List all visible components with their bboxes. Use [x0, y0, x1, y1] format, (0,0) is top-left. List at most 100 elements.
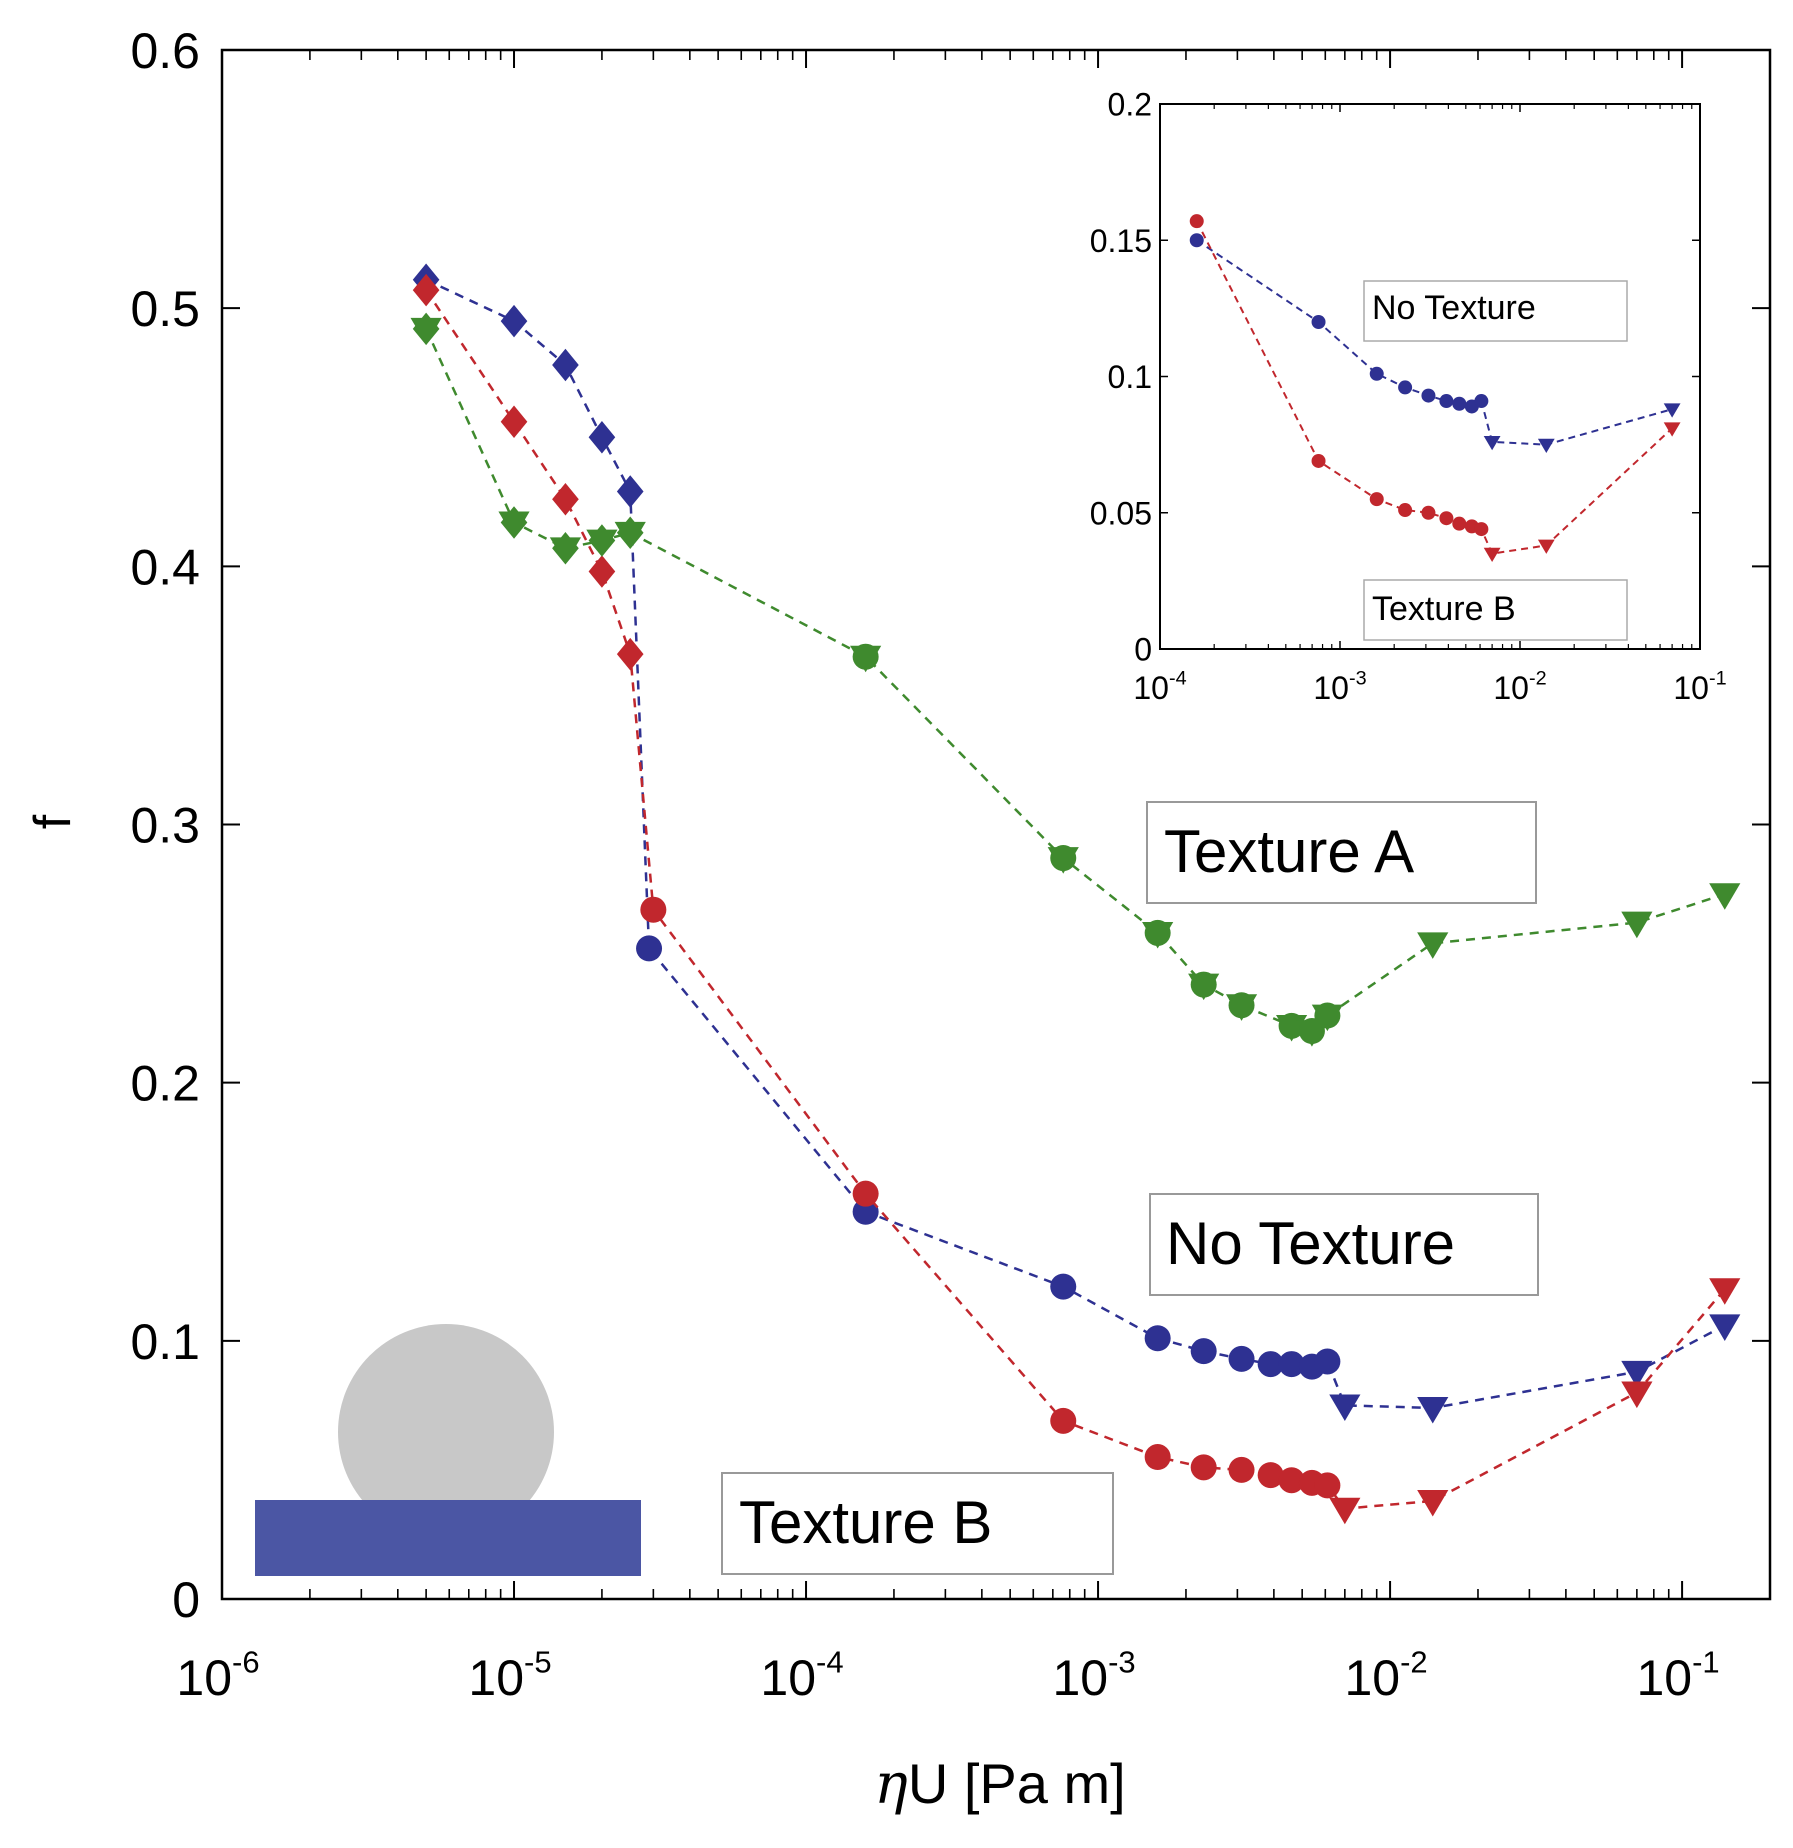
data-point-texture-b-triangle: [1537, 539, 1555, 554]
data-point-texture-b-circle: [640, 896, 667, 923]
substrate-icon: [255, 1500, 641, 1576]
data-point-texture-b-circle: [1398, 503, 1413, 518]
data-point-no-texture-circle: [1439, 394, 1454, 409]
data-point-texture-b-circle: [1314, 1472, 1341, 1499]
data-point-texture-b-triangle: [1483, 547, 1501, 563]
inset-annotation-texture-b-text: Texture B: [1372, 590, 1516, 628]
data-point-texture-a-triangle: [1417, 932, 1449, 959]
inset-series: [1189, 214, 1681, 563]
y-tick-label: 0.1: [1108, 359, 1152, 395]
data-point-texture-b-diamond: [412, 273, 440, 307]
x-tick-label: 10-1: [1673, 668, 1726, 706]
data-point-no-texture-diamond: [552, 348, 579, 382]
data-point-texture-b-triangle: [1417, 1489, 1449, 1517]
data-point-no-texture-triangle: [1329, 1394, 1361, 1421]
data-point-texture-a-triangle: [1709, 883, 1741, 910]
data-point-no-texture-triangle: [1709, 1314, 1741, 1341]
data-point-no-texture-diamond: [616, 475, 644, 508]
data-point-texture-b-diamond: [616, 637, 644, 671]
x-tick-label: 10-4: [760, 1645, 843, 1707]
data-point-texture-b-circle: [1050, 1407, 1077, 1434]
data-point-texture-b-circle: [1311, 453, 1326, 468]
data-point-no-texture-circle: [1050, 1273, 1077, 1300]
x-axis-title: ηU [Pa m]: [874, 1752, 1125, 1817]
data-point-texture-b-circle: [1369, 492, 1384, 507]
y-tick-label: 0.15: [1090, 223, 1152, 259]
data-point-no-texture-circle: [1189, 233, 1204, 248]
data-point-no-texture-circle: [636, 935, 663, 962]
series-texture-b: [412, 273, 1741, 1525]
data-point-texture-b-circle: [1452, 516, 1467, 531]
main-plot: 0 0.1 0.2 0.3 0.4 0.5 0.6 10-6 10-5 10-4 10-3 10-2 1…: [24, 23, 1772, 1817]
data-point-no-texture-triangle: [1537, 438, 1555, 454]
y-tick-label: 0.6: [130, 23, 200, 79]
data-point-texture-b-circle: [1257, 1462, 1284, 1489]
y-tick-label: 0.4: [130, 539, 200, 595]
data-point-texture-b-diamond: [588, 555, 616, 588]
data-point-texture-a-diamond: [616, 516, 644, 550]
data-point-texture-b-circle: [1189, 214, 1204, 229]
series-texture-b: [1189, 214, 1681, 563]
data-point-texture-b-circle: [1474, 522, 1489, 537]
annotation-no-texture: No Texture: [1149, 1193, 1539, 1296]
x-tick-label: 10-3: [1313, 668, 1366, 706]
data-point-no-texture-triangle: [1417, 1397, 1449, 1424]
y-tick-label: 0.5: [130, 281, 200, 337]
data-point-texture-a-circle: [1190, 971, 1217, 998]
data-point-texture-a-circle: [1278, 1012, 1305, 1039]
data-point-no-texture-circle: [1398, 380, 1413, 395]
data-point-texture-a-circle: [852, 643, 879, 670]
inset-tick-labels: 0 0.05 0.1 0.15 0.2 10-4 10-3 10-2 10-1: [1090, 87, 1727, 706]
x-axis-title-text: U [Pa m]: [908, 1752, 1126, 1815]
y-tick-label: 0.3: [130, 798, 200, 854]
x-tick-label: 10-5: [468, 1645, 551, 1707]
data-point-texture-b-diamond: [500, 405, 528, 439]
data-point-texture-a-triangle: [1621, 911, 1653, 939]
x-tick-label: 10-3: [1052, 1645, 1135, 1707]
data-point-texture-b-triangle: [1621, 1381, 1653, 1409]
inset-plot: 0 0.05 0.1 0.15 0.2 10-4 10-3 10-2 10-1 No Textu…: [1090, 87, 1727, 706]
data-point-no-texture-circle: [1314, 1348, 1341, 1375]
y-axis-title: f: [24, 814, 82, 829]
data-point-texture-b-circle: [1421, 505, 1436, 520]
data-point-texture-a-diamond: [588, 524, 616, 557]
x-tick-label: 10-1: [1636, 1645, 1719, 1707]
y-tick-label: 0.05: [1090, 495, 1152, 531]
data-point-texture-a-diamond: [500, 506, 528, 539]
data-point-texture-b-circle: [1190, 1454, 1217, 1481]
annotation-texture-a-text: Texture A: [1164, 818, 1414, 885]
data-point-no-texture-circle: [1421, 388, 1436, 403]
data-point-no-texture-circle: [1228, 1345, 1255, 1372]
data-point-no-texture-circle: [1474, 394, 1489, 409]
data-point-texture-b-triangle: [1663, 422, 1681, 437]
data-point-no-texture-circle: [1257, 1351, 1284, 1378]
series-line-texture-b: [1195, 220, 1673, 555]
data-point-no-texture-circle: [852, 1198, 879, 1225]
inset-annotation-texture-b: Texture B: [1363, 579, 1628, 641]
main-series: [410, 263, 1741, 1525]
data-point-no-texture-circle: [1311, 315, 1326, 329]
x-tick-label: 10-2: [1344, 1645, 1427, 1707]
y-tick-label: 0: [172, 1572, 200, 1628]
data-point-texture-a-circle: [1050, 845, 1077, 872]
data-point-texture-a-diamond: [552, 532, 579, 565]
data-point-texture-a-circle: [1228, 992, 1255, 1019]
annotation-texture-a: Texture A: [1146, 801, 1537, 904]
droplet-schematic: [255, 1324, 641, 1576]
inset-annotation-no-texture: No Texture: [1363, 280, 1628, 342]
y-tick-label: 0.1: [130, 1314, 200, 1370]
inset-annotation-no-texture-text: No Texture: [1372, 289, 1536, 327]
droplet-icon: [338, 1324, 554, 1540]
annotation-texture-b-text: Texture B: [739, 1489, 992, 1556]
data-point-texture-b-circle: [1228, 1456, 1255, 1483]
data-point-no-texture-circle: [1190, 1338, 1217, 1365]
data-point-no-texture-diamond: [588, 421, 616, 454]
data-point-no-texture-circle: [1144, 1325, 1171, 1352]
data-point-texture-b-circle: [1144, 1444, 1171, 1471]
x-tick-label: 10-4: [1133, 668, 1186, 706]
data-point-texture-b-triangle: [1329, 1497, 1361, 1525]
data-point-no-texture-triangle: [1621, 1360, 1653, 1388]
data-point-texture-a-circle: [1314, 1002, 1341, 1029]
x-axis-title-symbol: η: [874, 1752, 908, 1817]
